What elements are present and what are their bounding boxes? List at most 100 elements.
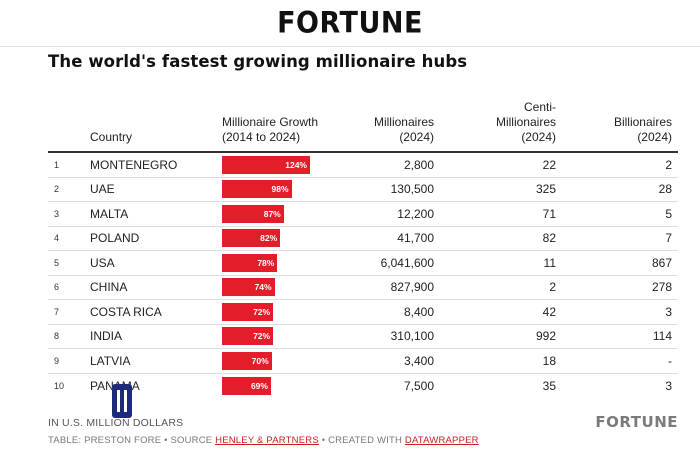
- centi-millionaires-cell: 22: [542, 157, 556, 172]
- centi-millionaires-cell: 35: [542, 378, 556, 393]
- growth-bar: 87%: [222, 204, 284, 223]
- billionaires-cell: 278: [651, 280, 672, 295]
- table-row: 6 CHINA 74% 827,900 2 278: [48, 276, 678, 300]
- billionaires-cell: 5: [665, 206, 672, 221]
- millionaires-cell: 8,400: [403, 304, 434, 319]
- billionaires-cell: 867: [651, 255, 672, 270]
- rank-cell: 10: [54, 380, 65, 391]
- centi-millionaires-cell: 992: [535, 329, 556, 344]
- growth-cell: 74%: [222, 276, 362, 300]
- country-cell: COSTA RICA: [90, 304, 162, 319]
- millionaires-cell: 6,041,600: [380, 255, 434, 270]
- country-cell: MALTA: [90, 206, 129, 221]
- table-header: Country Millionaire Growth (2014 to 2024…: [48, 96, 678, 153]
- millionaires-cell: 3,400: [403, 353, 434, 368]
- centi-millionaires-cell: 18: [542, 353, 556, 368]
- rank-cell: 5: [54, 257, 60, 268]
- growth-cell: 124%: [222, 153, 362, 177]
- country-cell: USA: [90, 255, 115, 270]
- credit-mid: • CREATED WITH: [318, 435, 405, 446]
- growth-bar: 72%: [222, 302, 274, 321]
- footer-fortune-logo: FORTUNE: [595, 413, 678, 431]
- growth-label: 78%: [257, 257, 275, 268]
- country-cell: MONTENEGRO: [90, 157, 178, 172]
- centi-millionaires-cell: 11: [543, 255, 556, 270]
- rank-cell: 3: [54, 208, 60, 219]
- header-country: Country: [90, 130, 133, 144]
- billionaires-cell: 7: [665, 231, 672, 246]
- billionaires-cell: 114: [652, 329, 672, 344]
- centi-millionaires-cell: 325: [535, 182, 556, 197]
- credit-line: TABLE: PRESTON FORE • SOURCE HENLEY & PA…: [48, 435, 479, 446]
- rank-cell: 6: [54, 282, 60, 293]
- units-note: IN U.S. MILLION DOLLARS: [48, 417, 184, 429]
- header-billionaires: Billionaires (2024): [613, 115, 672, 144]
- millionaires-cell: 41,700: [397, 231, 434, 246]
- growth-cell: 98%: [222, 178, 362, 202]
- table-row: 1 MONTENEGRO 124% 2,800 22 2: [48, 153, 678, 178]
- table-row: 8 INDIA 72% 310,100 992 114: [48, 325, 678, 349]
- growth-label: 74%: [254, 282, 272, 293]
- header-millionaires: Millionaires (2024): [373, 115, 434, 144]
- growth-label: 98%: [271, 184, 289, 195]
- millionaires-cell: 310,100: [390, 329, 434, 344]
- billionaires-cell: 28: [658, 182, 672, 197]
- billionaires-cell: -: [668, 353, 672, 368]
- page-title: The world's fastest growing millionaire …: [48, 52, 468, 71]
- growth-label: 70%: [251, 355, 269, 366]
- rank-cell: 2: [54, 184, 60, 195]
- growth-bar: 124%: [222, 155, 310, 174]
- growth-bar: 78%: [222, 253, 278, 272]
- growth-label: 87%: [263, 208, 281, 219]
- centi-millionaires-cell: 42: [542, 304, 556, 319]
- growth-cell: 69%: [222, 374, 362, 399]
- table-row: 5 USA 78% 6,041,600 11 867: [48, 251, 678, 276]
- credit-prefix: TABLE: PRESTON FORE • SOURCE: [48, 435, 216, 446]
- growth-bar: 82%: [222, 229, 281, 248]
- centi-millionaires-cell: 2: [549, 280, 556, 295]
- table-row: 4 POLAND 82% 41,700 82 7: [48, 227, 678, 251]
- datawrapper-link[interactable]: DATAWRAPPER: [404, 435, 479, 446]
- growth-label: 82%: [260, 233, 278, 244]
- millionaires-cell: 827,900: [390, 280, 434, 295]
- table-body: 1 MONTENEGRO 124% 2,800 22 2 2 UAE 98% 130,500 325…: [48, 153, 678, 398]
- growth-cell: 70%: [222, 349, 362, 373]
- growth-cell: 87%: [222, 202, 362, 226]
- country-cell: UAE: [90, 182, 115, 197]
- growth-bar: 70%: [222, 351, 272, 370]
- fortune-logo[interactable]: FORTUNE: [277, 6, 423, 40]
- watermark-logo: [51, 384, 132, 418]
- country-cell: CHINA: [90, 280, 128, 295]
- country-cell: POLAND: [90, 231, 140, 246]
- growth-label: 72%: [253, 331, 271, 342]
- table-row: 3 MALTA 87% 12,200 71 5: [48, 202, 678, 227]
- growth-label: 124%: [285, 159, 307, 170]
- country-cell: LATVIA: [90, 353, 131, 368]
- growth-bar: 69%: [222, 376, 271, 395]
- growth-cell: 82%: [222, 227, 362, 251]
- rank-cell: 7: [54, 306, 60, 317]
- rank-cell: 4: [54, 233, 60, 244]
- growth-bar: 98%: [222, 180, 292, 199]
- growth-cell: 72%: [222, 300, 362, 324]
- centi-millionaires-cell: 71: [542, 206, 556, 221]
- millionaires-cell: 7,500: [403, 378, 434, 393]
- header-centi-millionaires: Centi-Millionaires (2024): [495, 100, 556, 144]
- billionaires-cell: 2: [665, 157, 672, 172]
- centi-millionaires-cell: 82: [542, 231, 556, 246]
- growth-label: 69%: [250, 380, 268, 391]
- table-row: 9 LATVIA 70% 3,400 18 -: [48, 349, 678, 374]
- masthead: FORTUNE: [0, 0, 700, 47]
- rank-cell: 1: [54, 159, 60, 170]
- millionaires-cell: 12,200: [397, 206, 434, 221]
- rank-cell: 9: [54, 355, 60, 366]
- growth-bar: 74%: [222, 278, 275, 297]
- billionaires-cell: 3: [665, 378, 672, 393]
- source-link[interactable]: HENLEY & PARTNERS: [215, 435, 319, 446]
- header-growth: Millionaire Growth (2014 to 2024): [222, 115, 319, 144]
- growth-cell: 78%: [222, 251, 362, 275]
- millionaires-cell: 2,800: [403, 157, 434, 172]
- billionaires-cell: 3: [665, 304, 672, 319]
- country-cell: INDIA: [90, 329, 123, 344]
